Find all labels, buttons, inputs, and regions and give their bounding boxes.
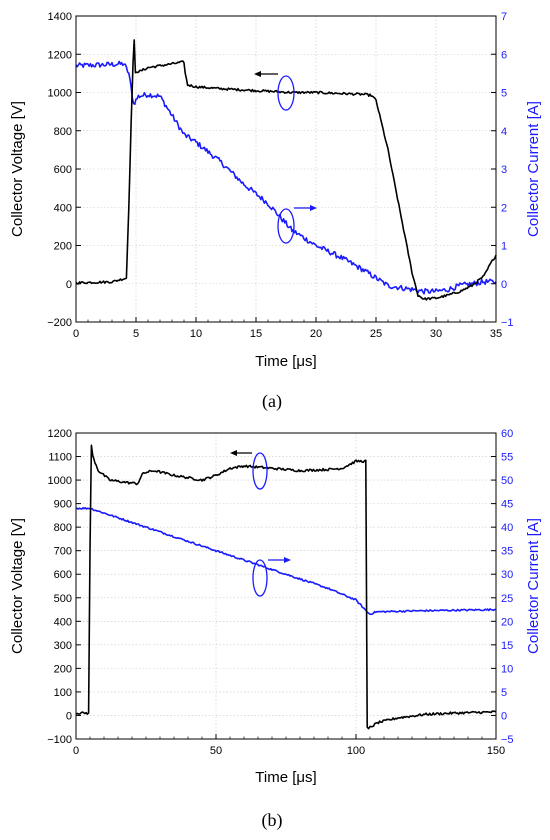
y-right-tick-label: 15 <box>501 640 513 652</box>
y-right-tick-label: 20 <box>501 616 513 628</box>
y-right-tick-label: 7 <box>501 11 507 23</box>
y-left-tick-label: −100 <box>47 734 72 746</box>
y-right-tick-label: 30 <box>501 569 513 581</box>
y-right-tick-label: 2 <box>501 202 507 214</box>
panel-label-a: (a) <box>262 391 282 412</box>
y-left-tick-label: 500 <box>54 593 72 605</box>
x-tick-label: 10 <box>190 328 202 340</box>
y-left-tick-label: 700 <box>54 546 72 558</box>
plot-frame-b <box>75 432 497 740</box>
y-left-tick-label: 200 <box>54 663 72 675</box>
y-axis-left-label-b: Collector Voltage [V] <box>9 518 26 654</box>
y-right-tick-label: 25 <box>501 593 513 605</box>
y-right-tick-label: −5 <box>501 734 514 746</box>
current-arrow-annotation-a <box>277 205 317 244</box>
chart-b: 0 50 100 150−100010020030040050060070080090… <box>9 428 542 831</box>
x-tick-label: 50 <box>210 745 222 757</box>
panel-label-b: (b) <box>262 810 283 831</box>
y-axis-left-label-a: Collector Voltage [V] <box>9 101 26 237</box>
x-axis-label-b: Time [μs] <box>255 769 316 786</box>
y-right-tick-label: 5 <box>501 88 507 100</box>
y-left-tick-label: 200 <box>54 241 72 253</box>
y-left-tick-label: 0 <box>66 279 72 291</box>
x-tick-label: 15 <box>250 328 262 340</box>
y-left-tick-label: 600 <box>54 569 72 581</box>
y-left-tick-label: 100 <box>54 687 72 699</box>
y-left-tick-label: −200 <box>47 317 72 329</box>
x-tick-label: 0 <box>73 328 79 340</box>
x-tick-label: 5 <box>133 328 139 340</box>
x-tick-label: 0 <box>73 745 79 757</box>
y-axis-right-label-b: Collector Current [A] <box>525 518 542 654</box>
chart-a: 0 5 10 15 20 25 30 35−2000200400600800100012001… <box>9 11 542 412</box>
x-tick-label: 25 <box>370 328 382 340</box>
current-arrow-annotation-b <box>252 557 291 597</box>
y-left-tick-label: 1000 <box>48 88 72 100</box>
y-left-tick-label: 800 <box>54 522 72 534</box>
x-tick-label: 150 <box>487 745 505 757</box>
x-axis-label-a: Time [μs] <box>255 353 316 370</box>
y-left-tick-label: 400 <box>54 202 72 214</box>
y-right-tick-label: 3 <box>501 164 507 176</box>
x-tick-label: 100 <box>347 745 365 757</box>
voltage-arrow-annotation-a <box>254 71 295 111</box>
y-right-tick-label: 50 <box>501 475 513 487</box>
y-right-tick-label: −1 <box>501 317 514 329</box>
y-right-tick-label: 5 <box>501 687 507 699</box>
collector-current-line-b <box>75 506 496 616</box>
voltage-arrow-annotation-b <box>230 450 268 490</box>
y-right-tick-label: 0 <box>501 710 507 722</box>
y-left-tick-label: 1000 <box>48 475 72 487</box>
y-left-tick-label: 600 <box>54 164 72 176</box>
y-right-tick-label: 55 <box>501 452 513 464</box>
y-right-tick-label: 10 <box>501 663 513 675</box>
collector-voltage-line-a <box>75 39 497 301</box>
y-right-tick-label: 4 <box>501 126 507 138</box>
x-tick-label: 30 <box>430 328 442 340</box>
y-left-tick-label: 0 <box>66 710 72 722</box>
y-left-tick-label: 1400 <box>48 11 72 23</box>
collector-current-line-a <box>75 60 497 295</box>
x-tick-label: 35 <box>490 328 502 340</box>
y-left-tick-label: 800 <box>54 126 72 138</box>
x-tick-label: 20 <box>310 328 322 340</box>
y-right-tick-label: 0 <box>501 279 507 291</box>
y-right-tick-label: 45 <box>501 499 513 511</box>
y-left-tick-label: 900 <box>54 499 72 511</box>
y-axis-right-label-a: Collector Current [A] <box>525 101 542 237</box>
y-left-tick-label: 1100 <box>48 452 72 464</box>
y-left-tick-label: 400 <box>54 616 72 628</box>
y-left-tick-label: 1200 <box>48 49 72 61</box>
y-left-tick-label: 1200 <box>48 428 72 440</box>
y-right-tick-label: 1 <box>501 241 507 253</box>
y-right-tick-label: 60 <box>501 428 513 440</box>
y-right-tick-label: 35 <box>501 546 513 558</box>
y-right-tick-label: 40 <box>501 522 513 534</box>
y-right-tick-label: 6 <box>501 49 507 61</box>
y-left-tick-label: 300 <box>54 640 72 652</box>
collector-voltage-line-b <box>75 444 497 730</box>
